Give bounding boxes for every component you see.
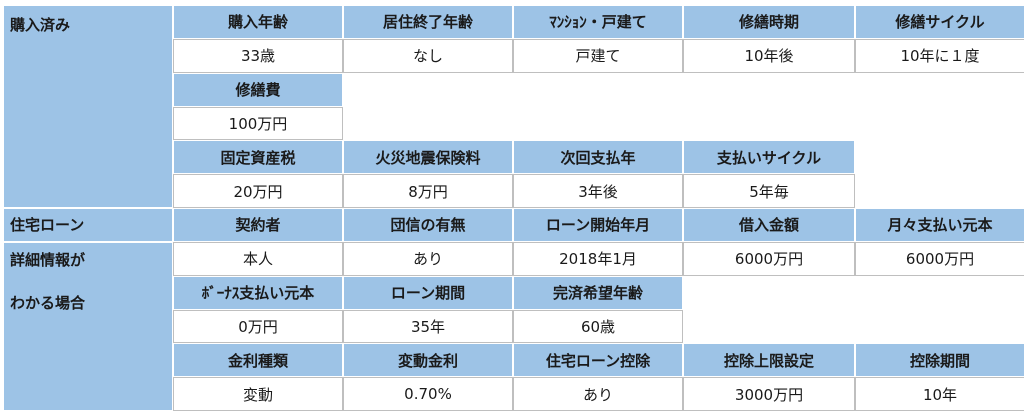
- value-monthly-principal[interactable]: 6000万円: [855, 241, 1024, 276]
- header-purchase-age: 購入年齢: [174, 6, 342, 38]
- value-housing-type[interactable]: 戸建て: [513, 38, 683, 73]
- header-payoff-age: 完済希望年齢: [514, 276, 682, 309]
- value-rate-type[interactable]: 変動: [173, 377, 343, 411]
- header-contractor: 契約者: [174, 209, 342, 241]
- header-deduction-limit: 控除上限設定: [684, 344, 854, 377]
- section-label-purchased: 購入済み: [4, 6, 172, 207]
- header-residence-end-age: 居住終了年齢: [344, 6, 512, 38]
- header-bonus-principal: ﾎﾞｰﾅｽ支払い元本: [174, 276, 342, 309]
- value-variable-rate[interactable]: 0.70%: [343, 377, 513, 411]
- value-bonus-principal[interactable]: 0万円: [173, 309, 343, 344]
- header-payment-cycle: 支払いサイクル: [684, 141, 854, 174]
- header-group-insurance: 団信の有無: [344, 209, 512, 241]
- value-payment-cycle[interactable]: 5年毎: [683, 174, 855, 208]
- value-loan-period[interactable]: 35年: [343, 309, 513, 344]
- value-loan-start[interactable]: 2018年1月: [513, 241, 683, 276]
- header-property-tax: 固定資産税: [174, 141, 342, 174]
- header-loan-amount: 借入金額: [684, 209, 854, 241]
- value-repair-cost[interactable]: 100万円: [173, 106, 343, 141]
- housing-table: 購入済み 購入年齢 居住終了年齢 ﾏﾝｼｮﾝ・戸建て 修繕時期 修繕サイクル 3…: [4, 6, 1024, 411]
- header-repair-cycle: 修繕サイクル: [856, 6, 1024, 38]
- header-repair-cost: 修繕費: [174, 73, 342, 106]
- header-repair-timing: 修繕時期: [684, 6, 854, 38]
- header-deduction-period: 控除期間: [856, 344, 1024, 377]
- header-loan-deduction: 住宅ローン控除: [514, 344, 682, 377]
- value-loan-deduction[interactable]: あり: [513, 377, 683, 411]
- header-next-payment-year: 次回支払年: [514, 141, 682, 174]
- value-residence-end-age[interactable]: なし: [343, 38, 513, 73]
- value-contractor[interactable]: 本人: [173, 241, 343, 276]
- value-deduction-period[interactable]: 10年: [855, 377, 1024, 411]
- value-group-insurance[interactable]: あり: [343, 241, 513, 276]
- value-repair-timing[interactable]: 10年後: [683, 38, 855, 73]
- header-fire-insurance: 火災地震保険料: [344, 141, 512, 174]
- value-fire-insurance[interactable]: 8万円: [343, 174, 513, 208]
- section-label-mortgage-detail: 詳細情報が わかる場合: [4, 242, 172, 410]
- value-payoff-age[interactable]: 60歳: [513, 309, 683, 344]
- value-purchase-age[interactable]: 33歳: [173, 38, 343, 73]
- detail-label-line-2: わかる場合: [10, 293, 86, 312]
- detail-label-line-1: 詳細情報が: [10, 250, 86, 269]
- value-deduction-limit[interactable]: 3000万円: [683, 377, 855, 411]
- header-variable-rate: 変動金利: [344, 344, 512, 377]
- value-next-payment-year[interactable]: 3年後: [513, 174, 683, 208]
- value-property-tax[interactable]: 20万円: [173, 174, 343, 208]
- header-monthly-principal: 月々支払い元本: [856, 209, 1024, 241]
- section-label-mortgage: 住宅ローン: [4, 209, 172, 241]
- header-housing-type: ﾏﾝｼｮﾝ・戸建て: [514, 6, 682, 38]
- value-loan-amount[interactable]: 6000万円: [683, 241, 855, 276]
- value-repair-cycle[interactable]: 10年に１度: [855, 38, 1024, 73]
- header-rate-type: 金利種類: [174, 344, 342, 377]
- header-loan-period: ローン期間: [344, 276, 512, 309]
- header-loan-start: ローン開始年月: [514, 209, 682, 241]
